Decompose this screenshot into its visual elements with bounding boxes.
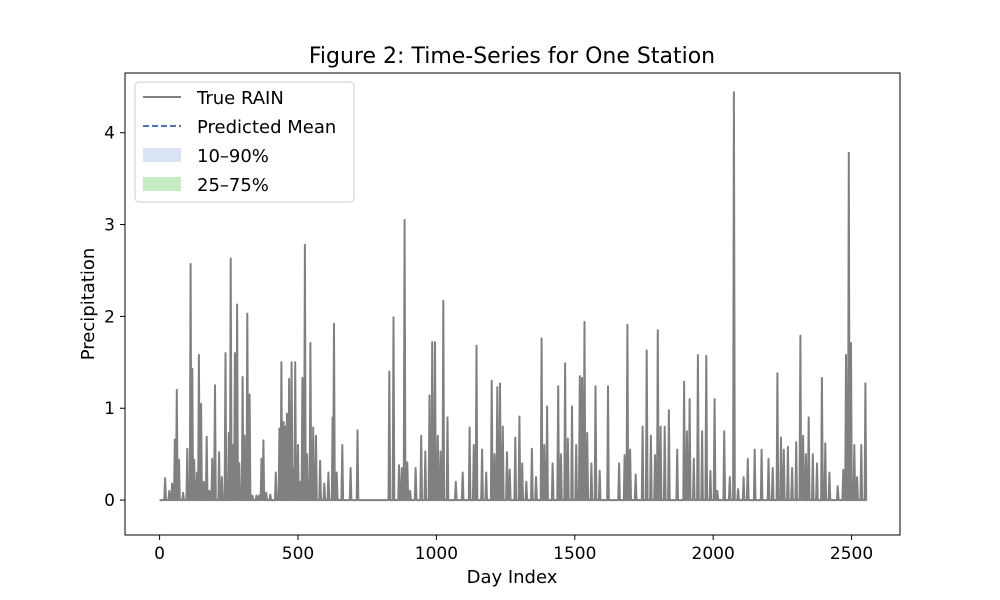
x-tick-label: 500 [282,544,314,564]
y-tick-label: 4 [104,124,115,144]
chart-title: Figure 2: Time-Series for One Station [309,44,715,69]
legend-label-25-75: 25–75% [197,175,269,196]
x-tick-label: 0 [154,544,165,564]
x-tick-label: 2500 [830,544,873,564]
y-axis: 0 1 2 3 4 [104,124,125,511]
y-axis-label: Precipitation [78,248,99,361]
plot-area [159,91,868,502]
y-tick-label: 1 [104,399,115,419]
legend-swatch-25-75 [143,177,181,191]
series-layer [159,91,868,502]
plot-frame [124,72,901,536]
x-tick-label: 1500 [553,544,596,564]
legend: True RAIN Predicted Mean 10–90% 25–75% [134,81,355,203]
x-tick-label: 1000 [415,544,458,564]
legend-box [134,81,355,203]
x-axis-label: Day Index [467,567,558,588]
y-tick-label: 0 [104,491,115,511]
y-tick-label: 3 [104,216,115,236]
x-axis: 0 500 1000 1500 2000 2500 [154,535,873,564]
x-tick-label: 2000 [692,544,735,564]
legend-swatch-10-90 [143,148,181,162]
legend-label-predicted-mean: Predicted Mean [197,117,336,138]
legend-label-10-90: 10–90% [197,146,269,167]
legend-label-true-rain: True RAIN [196,88,284,109]
y-tick-label: 2 [104,307,115,327]
series-line-true-rain [159,91,868,502]
